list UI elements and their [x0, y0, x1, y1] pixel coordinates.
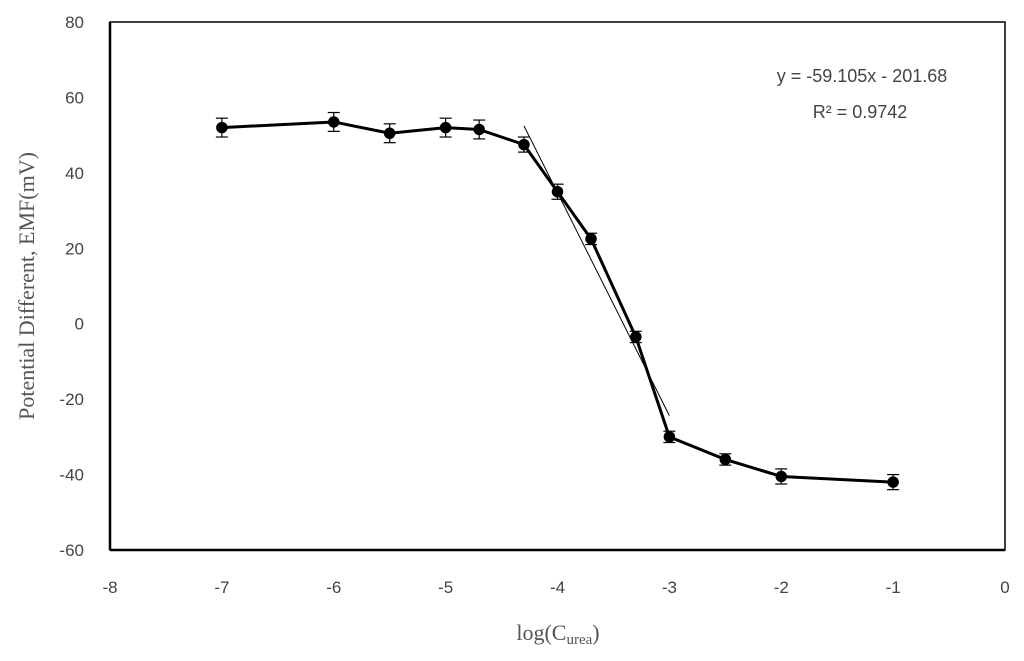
- point-marker: [663, 431, 676, 443]
- x-tick-label: -5: [438, 578, 453, 597]
- x-tick-label: -3: [662, 578, 677, 597]
- point-marker: [383, 127, 396, 140]
- x-tick-label: 0: [1000, 578, 1009, 597]
- point-marker: [585, 233, 597, 245]
- x-tick-label: -7: [214, 578, 229, 597]
- data-point: [383, 123, 396, 144]
- y-tick-label: -20: [59, 390, 84, 409]
- data-point: [327, 111, 340, 132]
- y-tick-label: -40: [59, 466, 84, 485]
- data-point: [439, 117, 452, 138]
- data-point: [887, 473, 900, 491]
- x-tick-label: -4: [550, 578, 565, 597]
- y-tick-labels: -60 -40 -20 0 20 40 60 80: [59, 13, 84, 560]
- data-point: [473, 119, 486, 140]
- x-axis-title-close: ): [592, 620, 599, 645]
- x-tick-label: -8: [102, 578, 117, 597]
- x-axis-title: log(Curea): [516, 620, 599, 648]
- data-point: [775, 468, 788, 485]
- data-point: [517, 136, 530, 153]
- point-marker: [630, 331, 642, 343]
- x-tick-label: -2: [774, 578, 789, 597]
- data-point: [551, 183, 564, 200]
- point-marker: [887, 476, 899, 488]
- x-tick-label: -6: [326, 578, 341, 597]
- point-marker: [216, 121, 228, 134]
- x-tick-labels: -8 -7 -6 -5 -4 -3 -2 -1 0: [102, 578, 1009, 597]
- data-point: [719, 453, 732, 466]
- x-tick-label: -1: [886, 578, 901, 597]
- x-axis-title-main: log(C: [516, 620, 566, 645]
- y-axis-title: Potential Different, EMF(mV): [14, 152, 39, 420]
- y-tick-label: 0: [75, 315, 84, 334]
- trendline-equation: y = -59.105x - 201.68: [777, 66, 948, 86]
- y-tick-label: 60: [65, 88, 84, 107]
- y-tick-label: 80: [65, 13, 84, 32]
- point-marker: [328, 116, 340, 128]
- series-layer: [215, 111, 900, 491]
- point-marker: [518, 138, 530, 151]
- y-tick-label: 20: [65, 239, 84, 258]
- data-point: [629, 330, 642, 344]
- data-point: [215, 117, 228, 138]
- point-marker: [775, 470, 787, 483]
- point-marker: [719, 453, 732, 466]
- plot-area: [109, 21, 1006, 551]
- x-axis-title-subscript: urea: [566, 632, 592, 648]
- y-tick-label: 40: [65, 164, 84, 183]
- point-marker: [551, 185, 564, 198]
- point-marker: [439, 121, 452, 134]
- data-point: [663, 430, 676, 444]
- point-marker: [473, 123, 485, 136]
- data-point: [585, 232, 598, 246]
- trendline-r2: R² = 0.9742: [813, 102, 908, 122]
- y-tick-label: -60: [59, 541, 84, 560]
